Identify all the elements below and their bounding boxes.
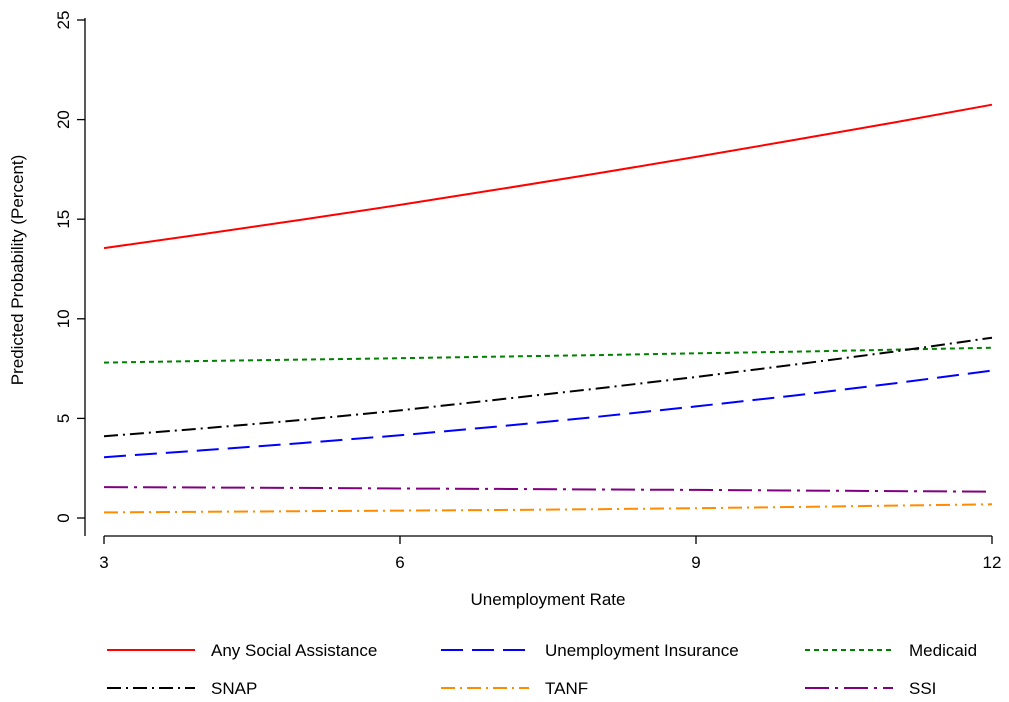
y-ticks: 0 5 10 15 20 25 bbox=[54, 11, 85, 523]
series-line-ssi bbox=[103, 486, 993, 493]
series-lines bbox=[103, 103, 993, 514]
y-tick-label: 10 bbox=[54, 309, 73, 328]
series-line-any-social-assistance bbox=[103, 103, 993, 250]
y-axis-label: Predicted Probability (Percent) bbox=[8, 155, 27, 386]
y-tick-label: 0 bbox=[54, 513, 73, 522]
legend-label-medicaid: Medicaid bbox=[909, 641, 977, 660]
legend-label-unemployment-insurance: Unemployment Insurance bbox=[545, 641, 739, 660]
x-tick-label: 9 bbox=[691, 553, 700, 572]
y-tick-label: 25 bbox=[54, 11, 73, 30]
series-line-snap bbox=[103, 336, 993, 438]
series-line-unemployment-insurance bbox=[103, 369, 993, 459]
legend-label-any-social-assistance: Any Social Assistance bbox=[211, 641, 377, 660]
legend-label-ssi: SSI bbox=[909, 679, 936, 698]
series-line-tanf bbox=[103, 503, 993, 514]
x-axis-label: Unemployment Rate bbox=[471, 590, 626, 609]
x-tick-label: 3 bbox=[99, 553, 108, 572]
y-tick-label: 20 bbox=[54, 110, 73, 129]
y-tick-label: 15 bbox=[54, 210, 73, 229]
x-ticks: 3 6 9 12 bbox=[99, 536, 1001, 572]
y-tick-label: 5 bbox=[54, 414, 73, 423]
x-tick-label: 6 bbox=[395, 553, 404, 572]
legend-label-snap: SNAP bbox=[211, 679, 257, 698]
x-tick-label: 12 bbox=[983, 553, 1002, 572]
legend-label-tanf: TANF bbox=[545, 679, 588, 698]
legend: Any Social Assistance Unemployment Insura… bbox=[107, 641, 977, 698]
series-line-medicaid bbox=[103, 346, 993, 364]
axes bbox=[84, 18, 992, 537]
